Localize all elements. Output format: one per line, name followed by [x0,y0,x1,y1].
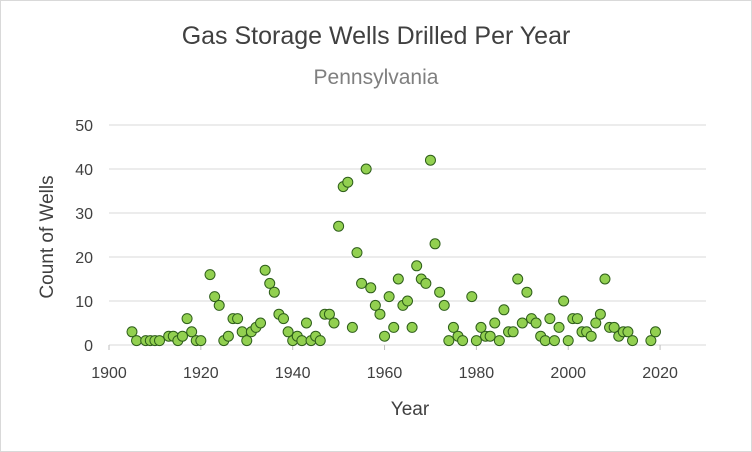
data-point [300,317,312,329]
data-point [599,273,611,285]
data-point [186,326,198,338]
data-point [209,291,221,303]
data-point [154,335,166,347]
data-point [516,317,528,329]
data-point [434,286,446,298]
data-point [369,299,381,311]
data-point [259,264,271,276]
data-point [558,295,570,307]
data-point [296,335,308,347]
data-point [443,335,455,347]
data-point [328,317,340,329]
data-point [222,330,234,342]
data-point [402,295,413,307]
data-point [351,247,363,259]
data-point [420,277,432,289]
y-tick-label: 20 [75,250,93,267]
data-point [649,326,661,338]
data-point [553,321,565,333]
data-point [475,321,487,333]
x-tick-label: 1920 [183,365,219,382]
data-point [268,286,280,298]
data-point [346,321,358,333]
data-point [594,308,606,320]
data-point [466,291,478,303]
chart-title: Gas Storage Wells Drilled Per Year [181,22,571,50]
x-axis-title: Year [391,399,430,420]
x-tick-label: 1980 [459,365,495,382]
data-point [406,321,418,333]
data-point [323,308,335,320]
data-point [562,335,574,347]
data-point [131,335,143,347]
x-tick-label: 1940 [275,365,311,382]
data-point [571,313,583,325]
data-point [195,335,207,347]
gridlines [109,124,706,346]
data-point [181,313,193,325]
y-tick-label: 0 [84,338,93,355]
data-point [278,313,290,325]
data-point [507,326,519,338]
x-tick-label: 1960 [367,365,403,382]
y-tick-label: 30 [75,206,93,223]
x-tick-label: 1900 [91,365,127,382]
data-point [544,313,556,325]
data-point [530,317,542,329]
data-point [213,299,225,311]
data-point [590,317,602,329]
y-tick-label: 10 [75,294,93,311]
data-point [438,299,450,311]
chart-subtitle: Pennsylvania [313,66,439,89]
data-point [176,330,188,342]
x-axis-ticks: 1900 1920 1940 1960 1980 2000 2020 [91,345,678,382]
data-point [333,220,345,232]
data-point [314,335,326,347]
data-point [622,326,634,338]
data-point [282,326,294,338]
data-point [512,273,524,285]
data-point [498,304,510,316]
data-point [342,176,354,188]
data-point [548,335,560,347]
x-tick-label: 2000 [550,365,586,382]
data-point [585,330,597,342]
data-point [388,321,400,333]
data-points [126,154,661,347]
data-point [204,269,216,281]
data-point [264,277,276,289]
data-point [126,326,138,338]
data-point [241,335,253,347]
y-axis-ticks: 0 10 20 30 40 50 [75,118,93,355]
data-point [521,286,533,298]
data-point [489,317,501,329]
data-point [379,330,391,342]
data-point [365,282,377,294]
data-point [392,273,404,285]
data-point [411,260,423,272]
y-tick-label: 50 [75,118,93,135]
data-point [255,317,267,329]
data-point [484,330,496,342]
data-point [356,277,368,289]
y-tick-label: 40 [75,162,93,179]
data-point [232,313,244,325]
data-point [627,335,639,347]
data-point [608,321,620,333]
data-point [539,335,551,347]
data-point [493,335,505,347]
data-point [429,238,441,250]
data-point [645,335,657,347]
data-point [374,308,386,320]
data-point [424,154,436,166]
data-point [470,335,482,347]
x-tick-label: 2020 [642,365,678,382]
data-point [447,321,459,333]
y-axis-title: Count of Wells [37,175,58,298]
data-point [383,291,395,303]
data-point [360,163,372,175]
data-point [457,335,469,347]
